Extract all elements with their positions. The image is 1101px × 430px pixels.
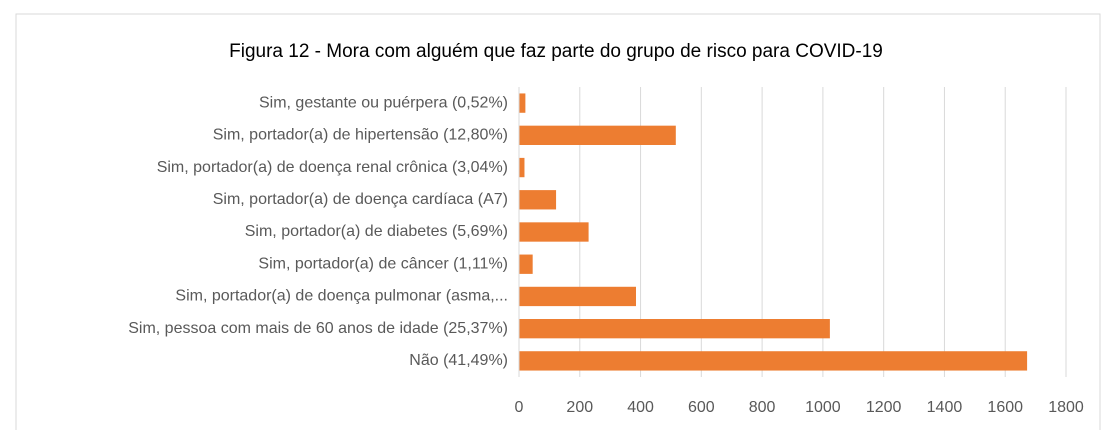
y-tick-label: Sim, portador(a) de hipertensão (12,80%) — [213, 127, 508, 144]
y-tick-label: Sim, gestante ou puérpera (0,52%) — [259, 94, 508, 111]
x-tick-label: 1400 — [927, 399, 963, 416]
bar — [519, 222, 589, 242]
x-tick-label: 1200 — [866, 399, 902, 416]
y-tick-label: Sim, portador(a) de doença pulmonar (asm… — [175, 288, 508, 305]
x-tick-label: 200 — [566, 399, 593, 416]
y-tick-label: Sim, portador(a) de câncer (1,11%) — [258, 255, 508, 272]
y-tick-label: Sim, portador(a) de doença renal crônica… — [157, 159, 508, 176]
chart-frame — [15, 13, 1101, 430]
bar — [519, 125, 676, 145]
y-tick-label: Sim, portador(a) de diabetes (5,69%) — [245, 223, 508, 240]
x-tick-label: 0 — [515, 399, 524, 416]
bar — [519, 190, 557, 210]
x-tick-label: 600 — [688, 399, 715, 416]
bar — [519, 319, 830, 339]
chart-title: Figura 12 - Mora com alguém que faz part… — [229, 41, 883, 62]
y-tick-label: Não (41,49%) — [409, 352, 508, 369]
x-tick-label: 1000 — [805, 399, 841, 416]
x-tick-label: 800 — [749, 399, 776, 416]
bar — [519, 254, 533, 274]
bar — [519, 157, 525, 178]
x-tick-label: 1600 — [987, 399, 1023, 416]
y-tick-label: Sim, pessoa com mais de 60 anos de idade… — [128, 320, 508, 337]
x-tick-label: 400 — [627, 399, 654, 416]
bar — [519, 93, 526, 113]
bar — [519, 286, 636, 307]
y-tick-label: Sim, portador(a) de doença cardíaca (A7) — [213, 191, 508, 208]
x-tick-label: 1800 — [1048, 399, 1084, 416]
bar — [519, 351, 1028, 371]
